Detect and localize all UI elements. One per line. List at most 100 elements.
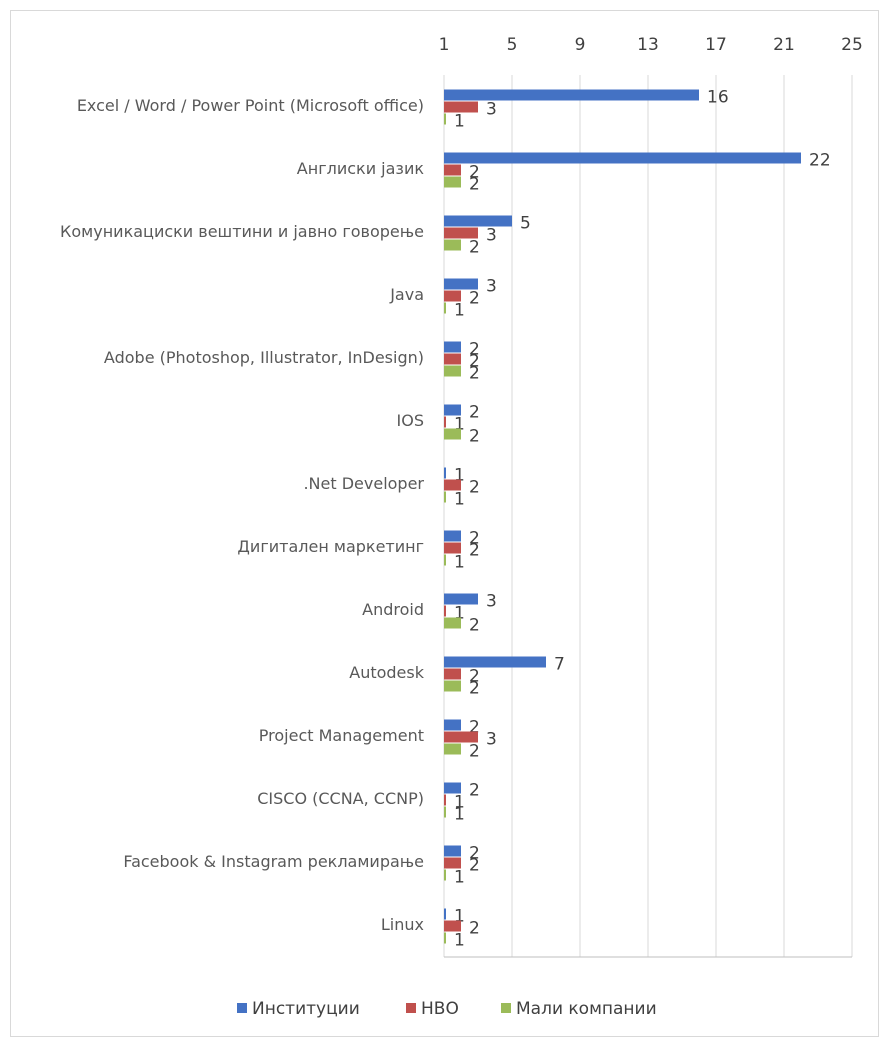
data-label: 2 <box>469 844 480 864</box>
data-label: 3 <box>486 100 497 120</box>
bar <box>444 857 461 869</box>
y-tick-label: Java <box>389 285 424 304</box>
bar <box>444 593 478 605</box>
data-label: 2 <box>469 616 480 636</box>
bar <box>444 101 478 113</box>
data-label: 2 <box>469 529 480 549</box>
x-tick-label: 21 <box>773 35 795 55</box>
y-tick-label: Autodesk <box>349 663 424 682</box>
y-tick-label: .Net Developer <box>303 474 424 493</box>
y-tick-label: Excel / Word / Power Point (Microsoft of… <box>77 96 424 115</box>
data-label: 2 <box>469 742 480 762</box>
data-label: 1 <box>454 907 465 927</box>
bar <box>444 920 461 932</box>
data-label: 2 <box>469 352 480 372</box>
bar <box>444 215 512 227</box>
bar <box>444 278 478 290</box>
bar <box>444 89 699 101</box>
legend-swatch <box>406 1003 416 1013</box>
bar <box>444 617 461 629</box>
x-tick-label: 5 <box>507 35 518 55</box>
y-tick-label: Комуникациски вештини и јавно говорење <box>60 222 424 241</box>
data-label: 7 <box>554 655 565 675</box>
x-tick-label: 1 <box>439 35 450 55</box>
legend-swatch <box>501 1003 511 1013</box>
y-tick-label: Android <box>362 600 424 619</box>
bar <box>444 164 461 176</box>
y-tick-label: Adobe (Photoshop, Illustrator, InDesign) <box>104 348 424 367</box>
legend-label: НВО <box>421 999 459 1019</box>
data-label: 1 <box>454 868 465 888</box>
data-label: 2 <box>469 781 480 801</box>
data-label: 2 <box>469 340 480 360</box>
data-label: 2 <box>469 541 480 561</box>
legend-label: Институции <box>252 999 360 1019</box>
data-label: 2 <box>469 919 480 939</box>
bar <box>444 152 801 164</box>
bar <box>444 479 461 491</box>
data-label: 2 <box>469 427 480 447</box>
bar <box>444 743 461 755</box>
data-label: 22 <box>809 151 831 171</box>
data-label: 1 <box>454 490 465 510</box>
bar <box>444 365 461 377</box>
data-label: 16 <box>707 88 729 108</box>
bar <box>444 542 461 554</box>
bar <box>444 176 461 188</box>
data-label: 1 <box>454 604 465 624</box>
bar <box>444 239 461 251</box>
bar <box>444 113 446 125</box>
data-label: 2 <box>469 856 480 876</box>
bar <box>444 845 461 857</box>
data-label: 1 <box>454 112 465 132</box>
data-label: 3 <box>486 226 497 246</box>
x-tick-label: 17 <box>705 35 727 55</box>
data-label: 3 <box>486 730 497 750</box>
data-label: 2 <box>469 718 480 738</box>
bar <box>444 554 446 566</box>
data-label: 2 <box>469 679 480 699</box>
data-label: 5 <box>520 214 531 234</box>
data-label: 2 <box>469 403 480 423</box>
y-tick-label: Дигитален маркетинг <box>237 537 424 556</box>
legend-label: Мали компании <box>516 999 657 1019</box>
bar <box>444 290 461 302</box>
data-label: 2 <box>469 175 480 195</box>
data-label: 1 <box>454 415 465 435</box>
data-label: 2 <box>469 289 480 309</box>
bar <box>444 491 446 503</box>
bar <box>444 404 461 416</box>
data-label: 2 <box>469 667 480 687</box>
x-tick-label: 9 <box>575 35 586 55</box>
y-tick-label: Project Management <box>259 726 424 745</box>
bar <box>444 680 461 692</box>
data-label: 2 <box>469 364 480 384</box>
data-label: 1 <box>454 466 465 486</box>
x-tick-label: 13 <box>637 35 659 55</box>
data-label: 3 <box>486 592 497 612</box>
bar <box>444 656 546 668</box>
bar <box>444 794 446 806</box>
bar <box>444 227 478 239</box>
y-tick-label: IOS <box>397 411 424 430</box>
data-label: 1 <box>454 931 465 951</box>
data-label: 1 <box>454 793 465 813</box>
y-tick-label: Англиски јазик <box>297 159 425 178</box>
bar <box>444 530 461 542</box>
legend-swatch <box>237 1003 247 1013</box>
bar <box>444 719 461 731</box>
bar <box>444 806 446 818</box>
y-tick-label: CISCO (CCNA, CCNP) <box>257 789 424 808</box>
bar <box>444 932 446 944</box>
x-tick-label: 25 <box>841 35 863 55</box>
bar <box>444 467 446 479</box>
y-tick-label: Facebook & Instagram рекламирање <box>123 852 424 871</box>
data-label: 1 <box>454 301 465 321</box>
bar <box>444 341 461 353</box>
bar <box>444 782 461 794</box>
data-label: 2 <box>469 163 480 183</box>
bar <box>444 605 446 617</box>
data-label: 1 <box>454 805 465 825</box>
bar <box>444 908 446 920</box>
